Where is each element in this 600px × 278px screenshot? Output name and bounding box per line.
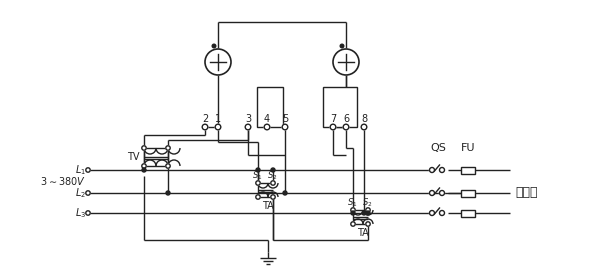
Text: $L_3$: $L_3$	[75, 206, 86, 220]
Bar	[461, 190, 475, 197]
Circle shape	[271, 168, 275, 172]
Text: 接负载: 接负载	[515, 187, 538, 200]
Circle shape	[282, 124, 288, 130]
Circle shape	[361, 124, 367, 130]
Circle shape	[166, 146, 170, 150]
Circle shape	[366, 208, 370, 212]
Text: $S_1$: $S_1$	[347, 197, 357, 209]
Circle shape	[271, 181, 275, 185]
Circle shape	[86, 191, 90, 195]
Circle shape	[362, 211, 366, 215]
Circle shape	[439, 210, 445, 215]
Text: TA: TA	[262, 201, 274, 211]
Circle shape	[340, 44, 344, 48]
Circle shape	[245, 124, 251, 130]
Text: $S_1$: $S_1$	[252, 170, 262, 182]
Circle shape	[166, 191, 170, 195]
Text: 2: 2	[202, 114, 208, 124]
Circle shape	[351, 222, 355, 226]
Circle shape	[142, 168, 146, 172]
Circle shape	[366, 222, 370, 226]
Circle shape	[142, 164, 146, 168]
Text: 8: 8	[361, 114, 367, 124]
Text: 1: 1	[215, 114, 221, 124]
Text: $L_1$: $L_1$	[75, 163, 86, 177]
Circle shape	[343, 124, 349, 130]
Circle shape	[212, 44, 216, 48]
Circle shape	[366, 211, 370, 215]
Circle shape	[264, 124, 270, 130]
Circle shape	[202, 124, 208, 130]
Circle shape	[439, 168, 445, 173]
Text: 6: 6	[343, 114, 349, 124]
Text: 4: 4	[264, 114, 270, 124]
Circle shape	[142, 146, 146, 150]
Text: 3: 3	[245, 114, 251, 124]
Circle shape	[256, 181, 260, 185]
Circle shape	[351, 211, 355, 215]
Text: 7: 7	[330, 114, 336, 124]
Circle shape	[439, 190, 445, 195]
Bar	[257, 87, 283, 127]
Text: FU: FU	[461, 143, 475, 153]
Text: $3{\sim}380V$: $3{\sim}380V$	[40, 175, 86, 187]
Circle shape	[430, 210, 434, 215]
Circle shape	[205, 49, 231, 75]
Text: $S_2$: $S_2$	[267, 170, 277, 182]
Text: 5: 5	[282, 114, 288, 124]
Text: TV: TV	[128, 152, 140, 162]
Text: $S_2$: $S_2$	[362, 197, 372, 209]
Circle shape	[330, 124, 336, 130]
Circle shape	[166, 164, 170, 168]
Circle shape	[271, 195, 275, 199]
Circle shape	[430, 190, 434, 195]
Circle shape	[86, 211, 90, 215]
Bar	[461, 210, 475, 217]
Text: TA: TA	[357, 228, 369, 238]
Bar	[323, 87, 357, 127]
Circle shape	[256, 195, 260, 199]
Circle shape	[430, 168, 434, 173]
Circle shape	[256, 168, 260, 172]
Text: QS: QS	[430, 143, 446, 153]
Circle shape	[351, 208, 355, 212]
Circle shape	[333, 49, 359, 75]
Circle shape	[86, 168, 90, 172]
Circle shape	[283, 191, 287, 195]
Bar	[461, 167, 475, 173]
Circle shape	[215, 124, 221, 130]
Text: $L_2$: $L_2$	[75, 186, 86, 200]
